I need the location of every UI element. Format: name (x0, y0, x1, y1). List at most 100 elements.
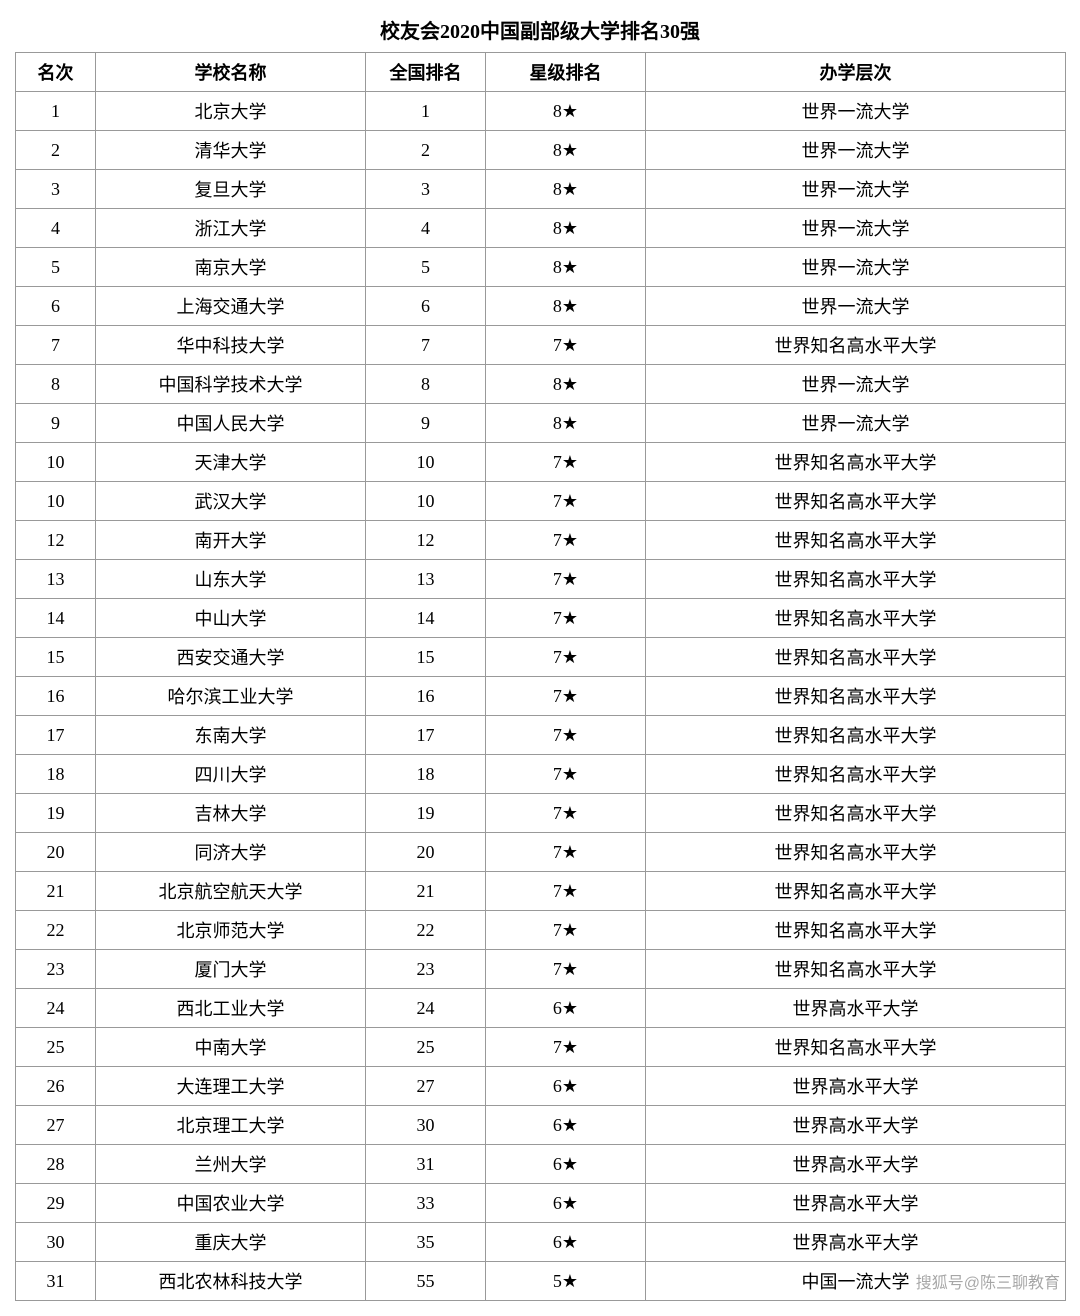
table-row: 24西北工业大学246★世界高水平大学 (16, 989, 1066, 1028)
table-row: 18四川大学187★世界知名高水平大学 (16, 755, 1066, 794)
cell-level: 世界知名高水平大学 (646, 716, 1066, 755)
table-row: 25中南大学257★世界知名高水平大学 (16, 1028, 1066, 1067)
cell-name: 中国农业大学 (96, 1184, 366, 1223)
cell-national: 14 (366, 599, 486, 638)
cell-name: 南开大学 (96, 521, 366, 560)
cell-name: 西北农林科技大学 (96, 1262, 366, 1301)
cell-level: 世界知名高水平大学 (646, 443, 1066, 482)
table-row: 26大连理工大学276★世界高水平大学 (16, 1067, 1066, 1106)
cell-star: 7★ (486, 677, 646, 716)
cell-name: 北京理工大学 (96, 1106, 366, 1145)
cell-star: 6★ (486, 1106, 646, 1145)
cell-rank: 16 (16, 677, 96, 716)
cell-name: 厦门大学 (96, 950, 366, 989)
cell-name: 武汉大学 (96, 482, 366, 521)
cell-name: 四川大学 (96, 755, 366, 794)
cell-level: 世界知名高水平大学 (646, 1028, 1066, 1067)
cell-name: 中南大学 (96, 1028, 366, 1067)
cell-star: 7★ (486, 482, 646, 521)
table-row: 10武汉大学107★世界知名高水平大学 (16, 482, 1066, 521)
cell-level: 世界知名高水平大学 (646, 599, 1066, 638)
cell-rank: 22 (16, 911, 96, 950)
cell-rank: 25 (16, 1028, 96, 1067)
table-row: 15西安交通大学157★世界知名高水平大学 (16, 638, 1066, 677)
cell-star: 6★ (486, 989, 646, 1028)
cell-national: 25 (366, 1028, 486, 1067)
cell-national: 13 (366, 560, 486, 599)
table-row: 8中国科学技术大学88★世界一流大学 (16, 365, 1066, 404)
cell-rank: 8 (16, 365, 96, 404)
cell-rank: 24 (16, 989, 96, 1028)
cell-national: 31 (366, 1145, 486, 1184)
table-row: 2清华大学28★世界一流大学 (16, 131, 1066, 170)
cell-star: 7★ (486, 716, 646, 755)
table-row: 13山东大学137★世界知名高水平大学 (16, 560, 1066, 599)
cell-national: 7 (366, 326, 486, 365)
table-row: 31西北农林科技大学555★中国一流大学 (16, 1262, 1066, 1301)
cell-level: 世界高水平大学 (646, 1106, 1066, 1145)
cell-national: 33 (366, 1184, 486, 1223)
cell-rank: 26 (16, 1067, 96, 1106)
cell-star: 7★ (486, 638, 646, 677)
cell-rank: 3 (16, 170, 96, 209)
cell-national: 10 (366, 482, 486, 521)
cell-star: 8★ (486, 131, 646, 170)
cell-name: 中国科学技术大学 (96, 365, 366, 404)
cell-rank: 18 (16, 755, 96, 794)
col-header-national: 全国排名 (366, 53, 486, 92)
cell-star: 7★ (486, 443, 646, 482)
table-header-row: 名次 学校名称 全国排名 星级排名 办学层次 (16, 53, 1066, 92)
cell-star: 8★ (486, 365, 646, 404)
cell-level: 世界知名高水平大学 (646, 326, 1066, 365)
cell-name: 中山大学 (96, 599, 366, 638)
page-title: 校友会2020中国副部级大学排名30强 (15, 15, 1065, 44)
cell-national: 23 (366, 950, 486, 989)
cell-name: 天津大学 (96, 443, 366, 482)
cell-rank: 2 (16, 131, 96, 170)
cell-name: 浙江大学 (96, 209, 366, 248)
cell-level: 世界知名高水平大学 (646, 677, 1066, 716)
cell-national: 15 (366, 638, 486, 677)
table-row: 23厦门大学237★世界知名高水平大学 (16, 950, 1066, 989)
table-row: 28兰州大学316★世界高水平大学 (16, 1145, 1066, 1184)
table-row: 21北京航空航天大学217★世界知名高水平大学 (16, 872, 1066, 911)
cell-rank: 20 (16, 833, 96, 872)
cell-name: 西北工业大学 (96, 989, 366, 1028)
cell-rank: 6 (16, 287, 96, 326)
cell-level: 世界高水平大学 (646, 1145, 1066, 1184)
cell-star: 6★ (486, 1067, 646, 1106)
cell-rank: 7 (16, 326, 96, 365)
cell-star: 7★ (486, 521, 646, 560)
cell-level: 中国一流大学 (646, 1262, 1066, 1301)
table-row: 9中国人民大学98★世界一流大学 (16, 404, 1066, 443)
cell-star: 8★ (486, 404, 646, 443)
cell-national: 35 (366, 1223, 486, 1262)
cell-rank: 12 (16, 521, 96, 560)
cell-national: 12 (366, 521, 486, 560)
table-row: 19吉林大学197★世界知名高水平大学 (16, 794, 1066, 833)
cell-national: 18 (366, 755, 486, 794)
cell-level: 世界一流大学 (646, 365, 1066, 404)
cell-national: 17 (366, 716, 486, 755)
cell-national: 5 (366, 248, 486, 287)
cell-star: 7★ (486, 1028, 646, 1067)
table-row: 12南开大学127★世界知名高水平大学 (16, 521, 1066, 560)
table-row: 3复旦大学38★世界一流大学 (16, 170, 1066, 209)
cell-rank: 30 (16, 1223, 96, 1262)
cell-name: 兰州大学 (96, 1145, 366, 1184)
cell-national: 1 (366, 92, 486, 131)
cell-national: 27 (366, 1067, 486, 1106)
cell-national: 6 (366, 287, 486, 326)
table-row: 29中国农业大学336★世界高水平大学 (16, 1184, 1066, 1223)
table-row: 16哈尔滨工业大学167★世界知名高水平大学 (16, 677, 1066, 716)
cell-level: 世界高水平大学 (646, 1067, 1066, 1106)
cell-level: 世界一流大学 (646, 92, 1066, 131)
cell-rank: 13 (16, 560, 96, 599)
cell-level: 世界知名高水平大学 (646, 482, 1066, 521)
cell-name: 北京大学 (96, 92, 366, 131)
cell-rank: 19 (16, 794, 96, 833)
cell-rank: 21 (16, 872, 96, 911)
cell-rank: 29 (16, 1184, 96, 1223)
cell-national: 2 (366, 131, 486, 170)
col-header-level: 办学层次 (646, 53, 1066, 92)
